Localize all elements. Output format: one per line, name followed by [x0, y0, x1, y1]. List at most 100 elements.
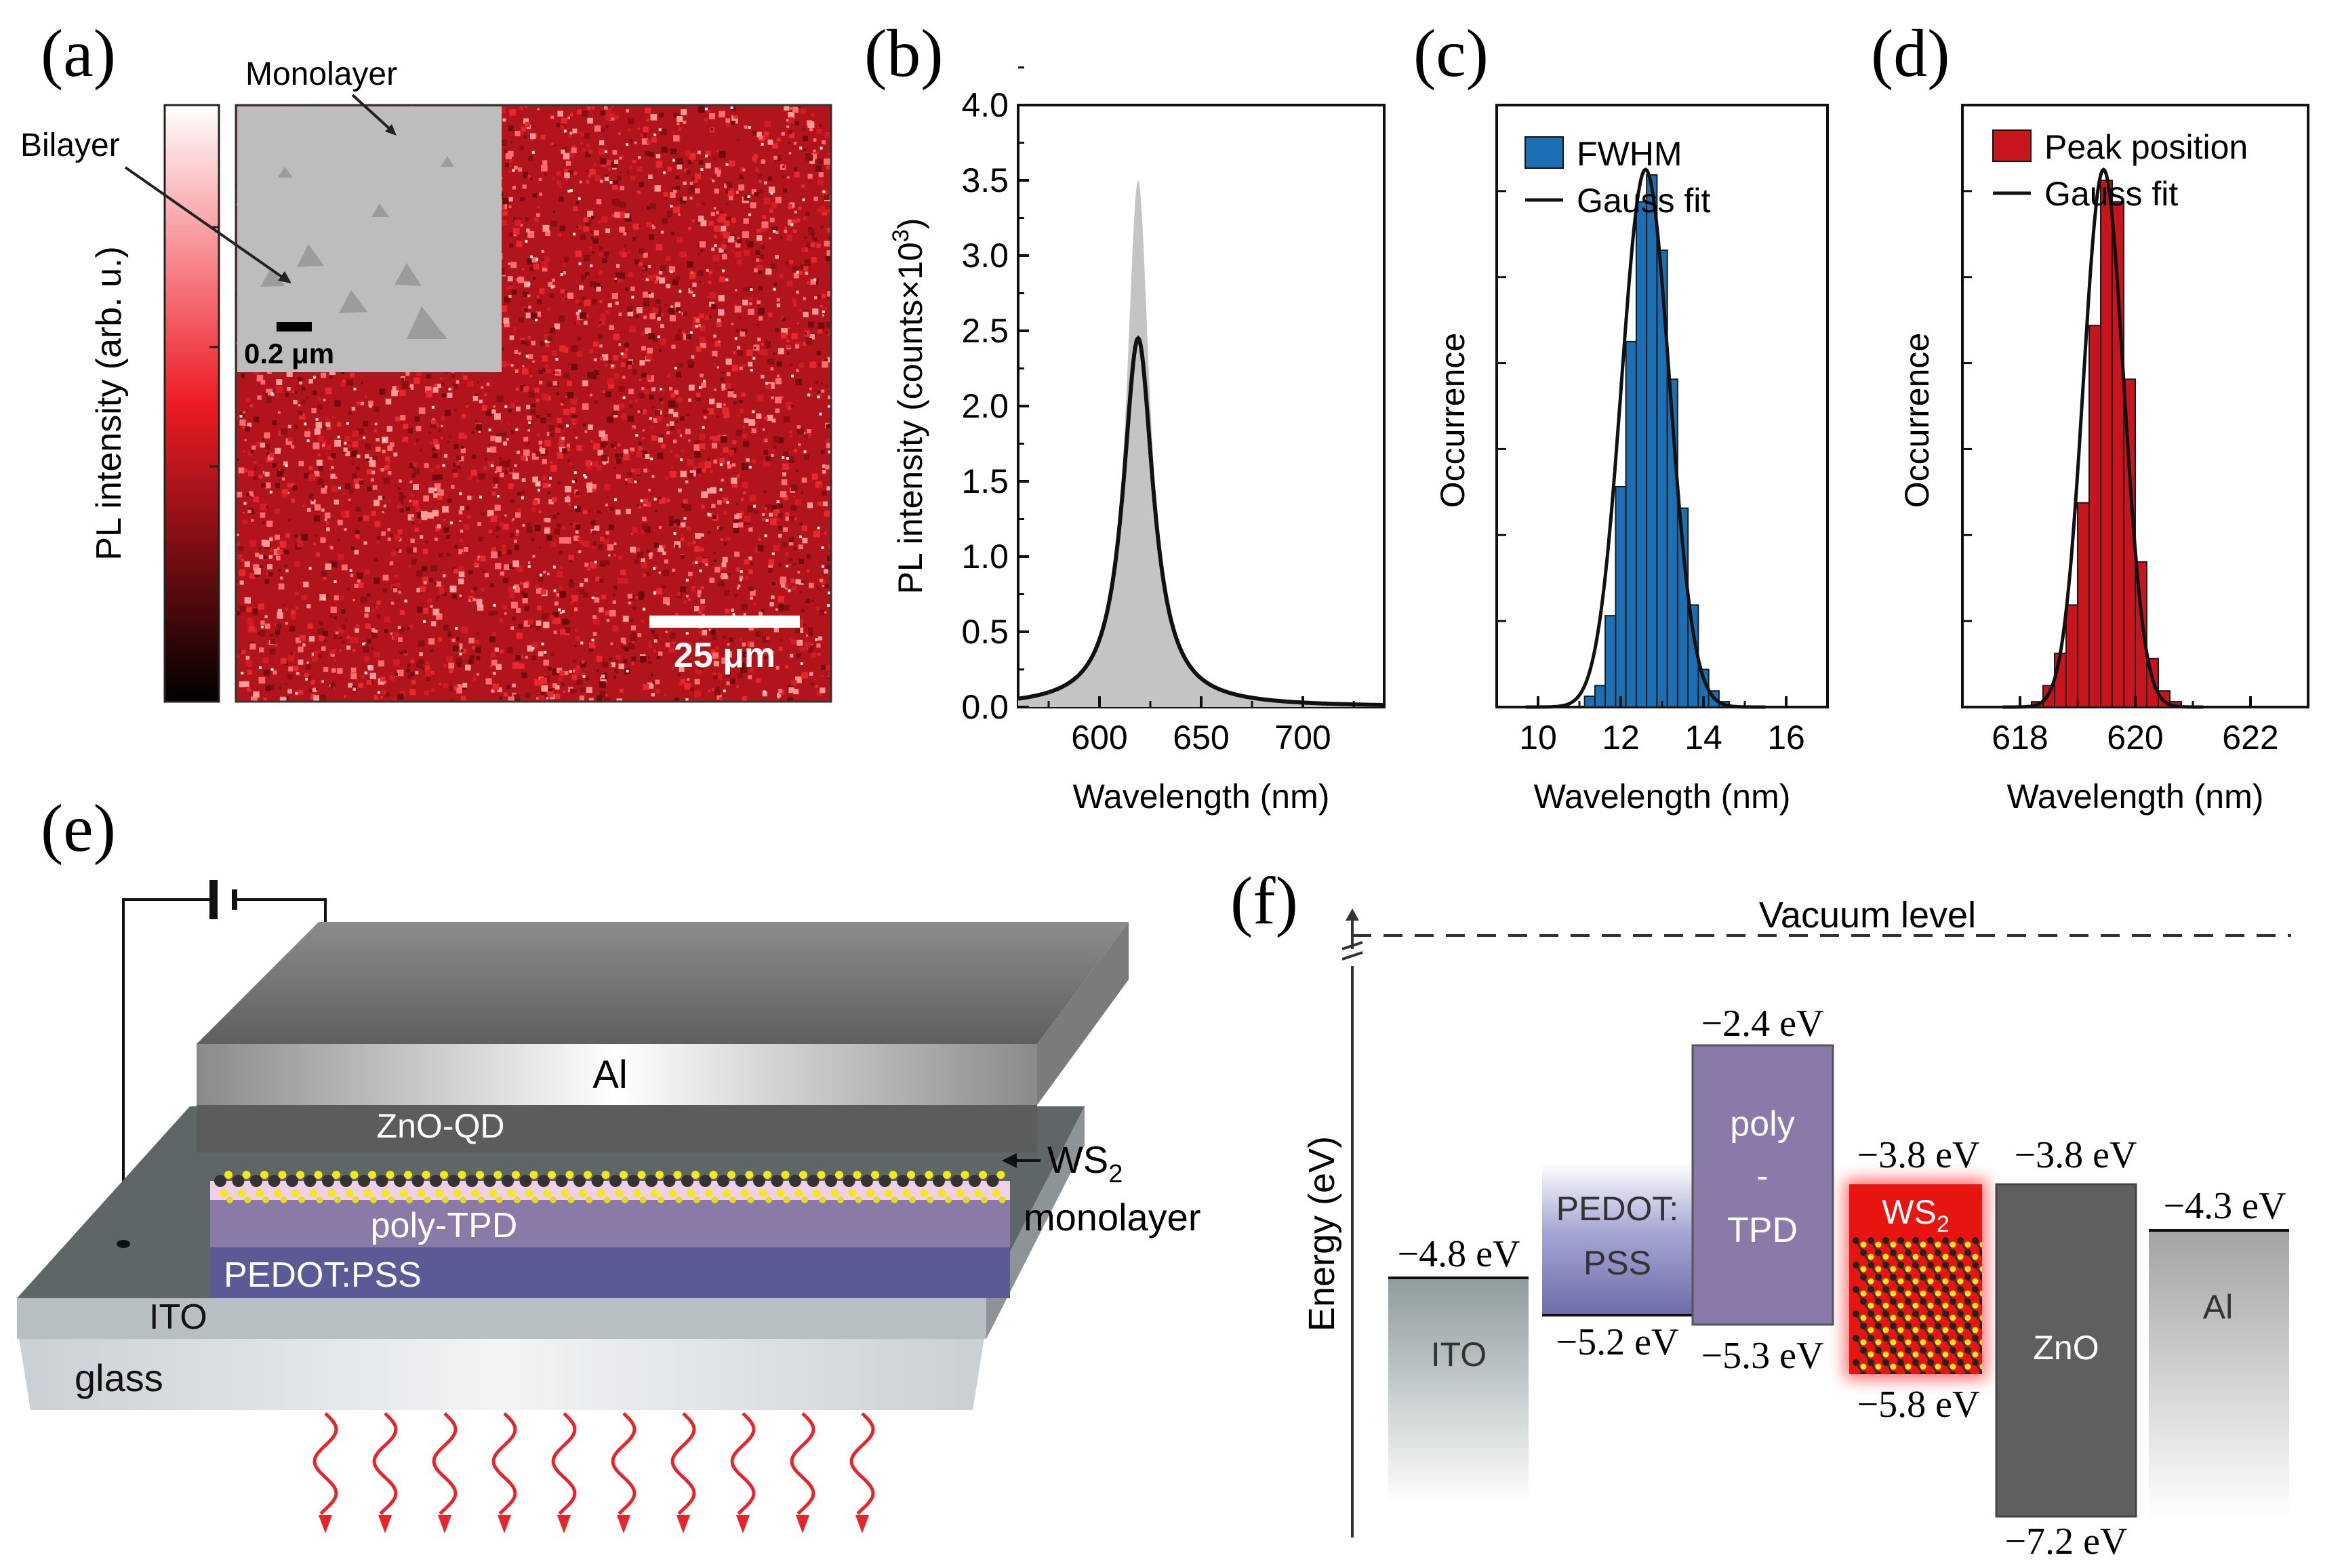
- pl-map-pixel: [382, 496, 385, 499]
- pl-map-pixel: [494, 647, 499, 652]
- pl-map-pixel: [491, 547, 496, 552]
- pl-map-pixel: [453, 408, 457, 411]
- pl-map-pixel: [468, 475, 472, 480]
- s-atom: [493, 1171, 502, 1179]
- histogram-bar: [2065, 604, 2078, 708]
- pl-map-pixel: [618, 343, 622, 346]
- pl-map-bright-pixel: [653, 134, 657, 136]
- pl-map-pixel: [268, 684, 275, 690]
- pl-map-pixel: [725, 118, 730, 123]
- pl-map-bright-pixel: [459, 652, 462, 656]
- pl-map-pixel: [816, 350, 822, 356]
- lattice-s-atom: [1987, 1279, 1994, 1285]
- pl-map-pixel: [737, 350, 743, 356]
- lattice-s-atom: [1882, 1327, 1889, 1333]
- s-atom: [507, 1189, 515, 1197]
- pl-map-pixel: [458, 433, 465, 439]
- pl-map-pixel: [342, 640, 346, 644]
- pl-map-pixel: [821, 389, 825, 393]
- pl-map-pixel: [618, 278, 622, 283]
- pl-map-pixel: [786, 281, 793, 287]
- pl-map-pixel: [757, 350, 763, 355]
- s-atom: [938, 1189, 946, 1197]
- legend-c-bar-swatch: [1525, 136, 1564, 169]
- pl-map-pixel: [432, 447, 436, 451]
- pl-map-pixel: [585, 460, 591, 466]
- pl-map-pixel: [817, 363, 822, 367]
- pl-map-pixel: [782, 472, 786, 477]
- pl-map-pixel: [815, 481, 822, 488]
- pl-map-pixel: [350, 637, 357, 644]
- lattice-s-atom: [1987, 1352, 1994, 1358]
- pl-map-pixel: [321, 372, 327, 378]
- pl-map-pixel: [268, 555, 273, 559]
- pl-map-pixel: [518, 624, 523, 628]
- lattice-s-atom: [1897, 1278, 1904, 1285]
- pl-map-pixel: [552, 620, 557, 624]
- pl-map-pixel: [510, 364, 514, 367]
- pl-map-pixel: [245, 660, 253, 667]
- pl-map-pixel: [649, 382, 652, 384]
- pl-map-pixel: [569, 523, 573, 525]
- pl-map-pixel: [536, 620, 542, 626]
- pl-map-pixel: [462, 649, 467, 654]
- pl-map-pixel: [600, 677, 607, 683]
- pl-map-bright-pixel: [772, 230, 775, 233]
- pl-map-pixel: [513, 216, 518, 221]
- w-atom: [268, 1175, 281, 1187]
- pl-map-pixel: [441, 382, 445, 386]
- pl-map-pixel: [641, 138, 649, 145]
- pl-map-pixel: [745, 462, 749, 466]
- pl-map-pixel: [567, 460, 570, 462]
- pl-map-pixel: [698, 216, 704, 222]
- pl-map-pixel: [491, 551, 498, 559]
- pl-map-pixel: [525, 405, 531, 409]
- pl-map-pixel: [670, 231, 674, 235]
- pl-map-pixel: [618, 386, 624, 392]
- pl-map-pixel: [400, 415, 406, 421]
- pl-map-pixel: [249, 540, 256, 547]
- pl-map-pixel: [637, 504, 639, 506]
- pl-map-pixel: [649, 152, 654, 157]
- pl-map-bright-pixel: [382, 439, 386, 441]
- pl-map-pixel: [593, 358, 597, 361]
- pl-map-pixel: [490, 446, 497, 453]
- pl-map-pixel: [615, 272, 620, 277]
- pl-map-pixel: [401, 501, 404, 504]
- pl-map-pixel: [502, 605, 508, 610]
- pl-map-pixel: [575, 524, 581, 530]
- pl-map-pixel: [739, 366, 743, 370]
- s-atom: [961, 1171, 969, 1179]
- band-pedot-bottom: −5.2 eV: [1556, 1321, 1679, 1363]
- pl-map-pixel: [782, 463, 789, 470]
- pl-map-pixel: [731, 477, 738, 484]
- pl-map-pixel: [813, 197, 818, 201]
- pl-map-pixel: [556, 171, 561, 176]
- pl-map-pixel: [772, 142, 778, 148]
- pl-map-pixel: [811, 153, 817, 159]
- pl-map-pixel: [477, 604, 484, 611]
- pl-map-pixel: [788, 327, 790, 329]
- pl-map-pixel: [793, 273, 799, 279]
- pl-map-pixel: [576, 311, 580, 315]
- pl-map-pixel: [510, 141, 512, 144]
- pl-map-pixel: [273, 548, 281, 556]
- pl-map-pixel: [398, 487, 401, 490]
- pl-map-pixel: [544, 528, 550, 534]
- pl-map-bright-pixel: [488, 428, 491, 432]
- pl-map-pixel: [536, 605, 542, 611]
- pl-map-pixel: [437, 637, 443, 642]
- pl-map-pixel: [459, 595, 462, 597]
- pl-map-pixel: [828, 423, 831, 428]
- lattice-w-atom: [1935, 1323, 1941, 1329]
- pl-map-pixel: [701, 504, 705, 508]
- pl-map-bright-pixel: [363, 436, 366, 439]
- pl-map-pixel: [454, 544, 458, 548]
- pl-map-pixel: [304, 431, 310, 437]
- pl-map-pixel: [264, 579, 270, 584]
- pl-map-pixel: [269, 452, 275, 458]
- pl-map-pixel: [681, 502, 687, 508]
- pl-map-pixel: [822, 314, 824, 317]
- pl-map-pixel: [618, 663, 624, 670]
- pl-map-pixel: [441, 437, 443, 439]
